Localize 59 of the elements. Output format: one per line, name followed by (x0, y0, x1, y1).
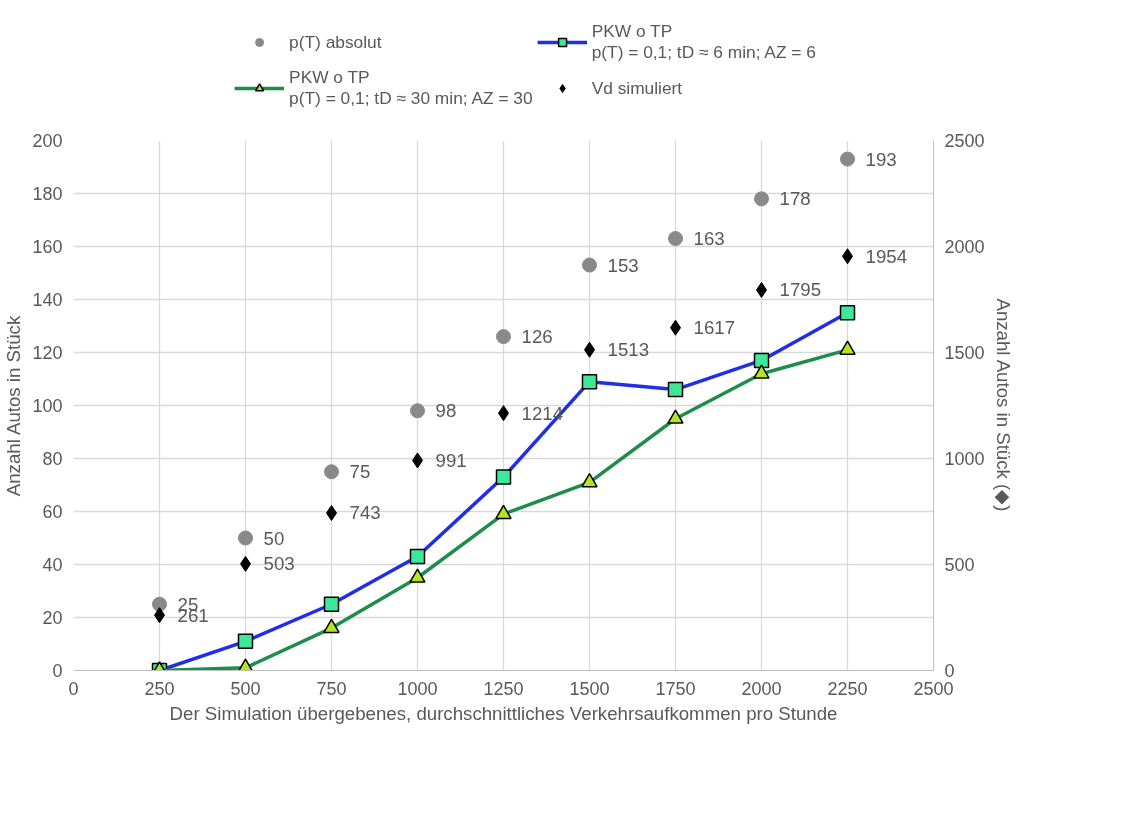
data-label: 126 (521, 326, 553, 348)
legend-label: PKW o TP p(T) = 0,1; tD ≈ 6 min; AZ = 6 (591, 21, 816, 63)
y2-tick-label: 0 (944, 661, 955, 681)
y-tick-label: 0 (52, 661, 63, 681)
data-label: 503 (263, 553, 295, 575)
data-label: 1954 (865, 245, 908, 267)
y-tick-label: 120 (32, 343, 63, 363)
x-tick-label: 2500 (913, 678, 954, 699)
x-tick-label: 1000 (397, 678, 438, 699)
x-tick-label: 1500 (569, 678, 610, 699)
point (410, 403, 425, 419)
y-tick-label: 60 (42, 502, 63, 522)
x-tick-label: 1750 (655, 678, 696, 699)
y-tick-label: 200 (32, 131, 63, 151)
y-tick-label: 140 (32, 290, 63, 310)
x-tick-label: 2250 (827, 678, 868, 699)
data-label: 98 (435, 400, 457, 422)
data-label: 153 (607, 254, 639, 276)
data-label: 991 (435, 449, 467, 471)
data-label: 178 (779, 188, 811, 210)
y-tick-label: 180 (32, 184, 63, 204)
y-tick-label: 80 (42, 449, 63, 469)
data-label: 1617 (693, 317, 736, 339)
point (238, 530, 253, 546)
legend-label: p(T) absolut (289, 31, 382, 53)
y2-tick-label: 1000 (944, 449, 985, 469)
y-axis-title: Anzahl Autos in Stück (3, 315, 25, 497)
y2-tick-label: 2000 (944, 237, 985, 257)
y-tick-label: 100 (32, 396, 63, 416)
y-tick-label: 160 (32, 237, 63, 257)
point (840, 151, 855, 167)
x-tick-label: 1250 (483, 678, 524, 699)
x-tick-label: 750 (316, 678, 347, 699)
point (324, 464, 339, 480)
data-label: 193 (865, 148, 897, 170)
y2-axis-title: Anzahl Autos in Stück (◆) (992, 298, 1014, 512)
x-axis-title: Der Simulation übergebenes, durchschnittliches Verkehrsaufkommen pro Stunde (169, 702, 838, 724)
y2-tick-label: 1500 (944, 343, 985, 363)
point (152, 596, 167, 612)
legend-label: PKW o TP p(T) = 0,1; tD ≈ 30 min; AZ = 30 (289, 67, 533, 109)
point (668, 231, 683, 247)
y-tick-label: 20 (42, 608, 63, 628)
y2-tick-label: 2500 (944, 131, 985, 151)
point (754, 191, 769, 207)
y-tick-label: 40 (42, 555, 63, 575)
point (582, 257, 597, 273)
data-label: 75 (349, 461, 371, 483)
legend-label: Vd simuliert (591, 77, 683, 99)
x-tick-label: 250 (144, 678, 175, 699)
point (496, 329, 511, 345)
x-tick-label: 2000 (741, 678, 782, 699)
data-label: 743 (349, 502, 381, 524)
data-label: 163 (693, 228, 725, 250)
x-tick-label: 500 (230, 678, 261, 699)
data-label: 1513 (607, 339, 650, 361)
x-tick-label: 0 (68, 678, 79, 699)
data-label: 1795 (779, 279, 822, 301)
y2-tick-label: 500 (944, 555, 975, 575)
data-label: 50 (263, 527, 285, 549)
